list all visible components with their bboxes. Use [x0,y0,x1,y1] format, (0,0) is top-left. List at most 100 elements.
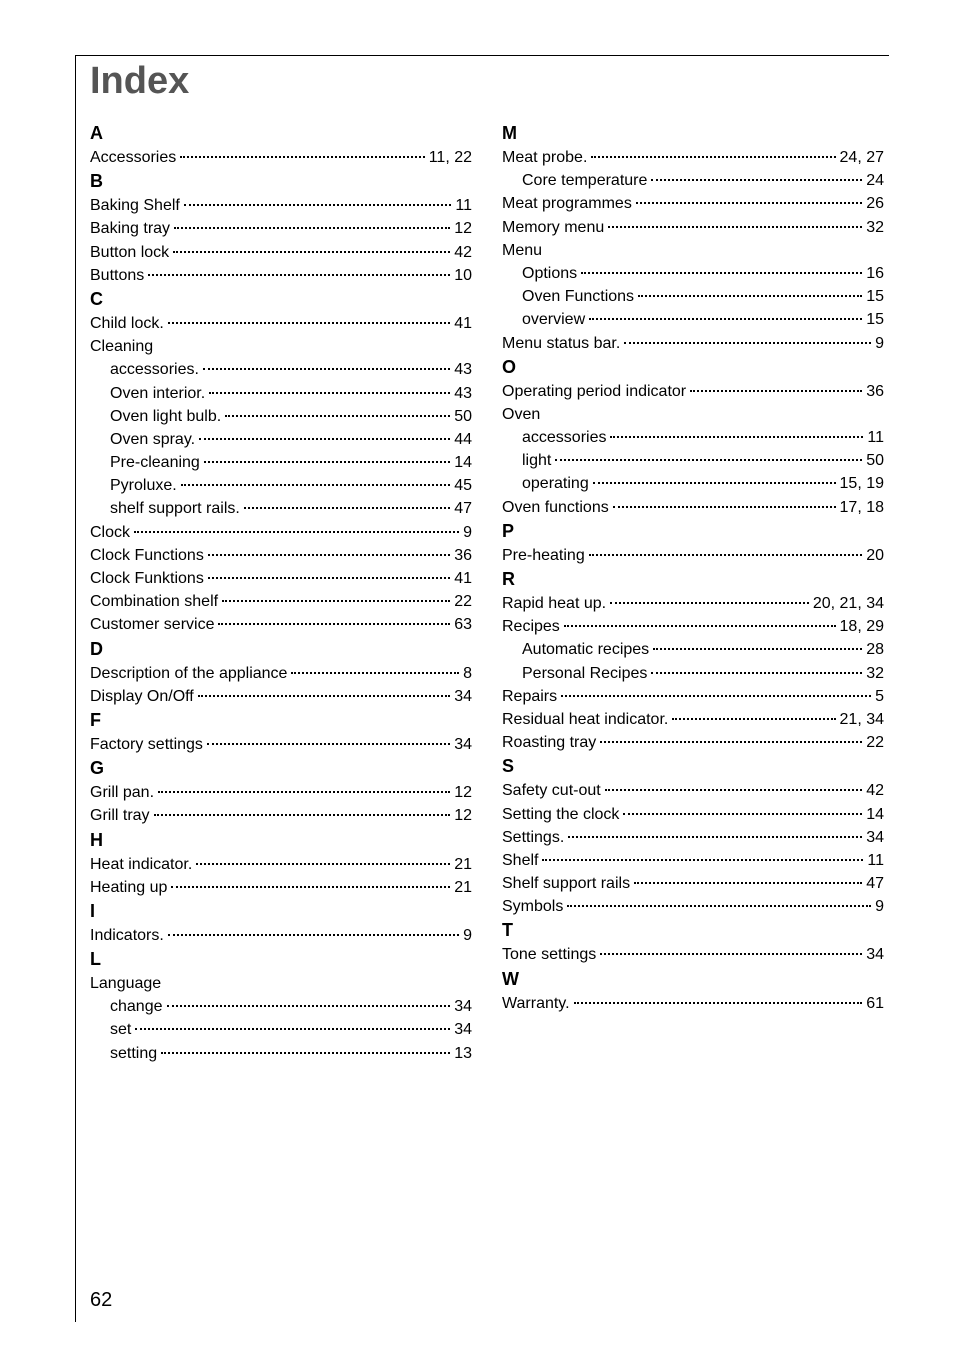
entry-dots [174,227,450,229]
entry-dots [198,695,450,697]
top-border-rule [75,55,889,56]
entry-label: Residual heat indicator. [502,708,668,731]
entry-dots [605,789,862,791]
section-letter: B [90,171,472,192]
index-entry: Buttons 10 [90,264,472,287]
entry-page: 8 [463,662,472,685]
entry-dots [555,459,862,461]
entry-label: Safety cut-out [502,779,601,802]
entry-page: 34 [454,995,472,1018]
index-entry: Description of the appliance 8 [90,662,472,685]
left-border-rule [75,55,76,1322]
entry-label: set [110,1018,131,1041]
entry-page: 11 [867,849,884,872]
entry-dots [568,836,862,838]
entry-label: Oven light bulb. [110,405,221,428]
entry-dots [591,156,835,158]
entry-dots [171,886,450,888]
index-entry: Indicators. 9 [90,924,472,947]
entry-dots [291,672,459,674]
entry-label: Buttons [90,264,144,287]
entry-dots [561,695,871,697]
index-entry: Factory settings 34 [90,733,472,756]
entry-page: 22 [454,590,472,613]
index-entry: accessories. 43 [90,358,472,381]
entry-dots [208,577,450,579]
entry-dots [207,743,450,745]
entry-dots [567,905,871,907]
entry-page: 10 [454,264,472,287]
entry-dots [672,718,835,720]
entry-page: 34 [454,733,472,756]
entry-page: 50 [454,405,472,428]
entry-label: setting [110,1042,157,1065]
entry-page: 34 [866,826,884,849]
entry-label: Child lock. [90,312,164,335]
index-entry: Automatic recipes 28 [502,638,884,661]
entry-dots [613,506,836,508]
index-entry: Roasting tray 22 [502,731,884,754]
entry-page: 9 [463,924,472,947]
entry-page: 36 [866,380,884,403]
entry-page: 21 [454,853,472,876]
entry-page: 21 [454,876,472,899]
entry-label: accessories [522,426,606,449]
index-entry: overview 15 [502,308,884,331]
entry-page: 42 [866,779,884,802]
entry-label: Roasting tray [502,731,596,754]
entry-label: Accessories [90,146,176,169]
index-entry: Meat probe. 24, 27 [502,146,884,169]
entry-label: Tone settings [502,943,596,966]
page-title: Index [90,60,884,103]
index-columns: AAccessories 11, 22BBaking Shelf 11Bakin… [90,121,884,1065]
index-entry: Grill tray 12 [90,804,472,827]
entry-dots [634,882,862,884]
index-entry: Warranty. 61 [502,992,884,1015]
index-entry: Accessories 11, 22 [90,146,472,169]
entry-label: Grill pan. [90,781,154,804]
entry-page: 47 [866,872,884,895]
entry-dots [135,1028,450,1030]
entry-page: 12 [454,781,472,804]
entry-page: 43 [454,382,472,405]
index-entry: Pyroluxe. 45 [90,474,472,497]
index-entry: Shelf 11 [502,849,884,872]
entry-page: 14 [454,451,472,474]
index-entry: Memory menu 32 [502,216,884,239]
entry-page: 18, 29 [840,615,884,638]
entry-label: Operating period indicator [502,380,686,403]
index-entry: Customer service 63 [90,613,472,636]
index-heading: Menu [502,239,884,262]
entry-label: Factory settings [90,733,203,756]
entry-label: Oven functions [502,496,609,519]
entry-page: 15 [866,285,884,308]
index-entry: Settings. 34 [502,826,884,849]
index-entry: Child lock. 41 [90,312,472,335]
entry-page: 50 [866,449,884,472]
index-entry: operating 15, 19 [502,472,884,495]
entry-page: 16 [866,262,884,285]
index-entry: Display On/Off 34 [90,685,472,708]
entry-dots [610,436,863,438]
index-entry: Clock Funktions 41 [90,567,472,590]
entry-dots [204,461,450,463]
entry-page: 43 [454,358,472,381]
entry-label: overview [522,308,585,331]
section-letter: M [502,123,884,144]
entry-page: 13 [454,1042,472,1065]
entry-dots [225,415,450,417]
entry-dots [574,1002,863,1004]
entry-label: Settings. [502,826,564,849]
entry-dots [199,438,450,440]
entry-label: Setting the clock [502,803,619,826]
entry-label: Oven spray. [110,428,195,451]
index-entry: Oven Functions 15 [502,285,884,308]
entry-label: Pre-cleaning [110,451,200,474]
entry-page: 5 [875,685,884,708]
entry-label: Warranty. [502,992,570,1015]
entry-dots [167,1005,451,1007]
entry-dots [203,368,450,370]
entry-label: Core temperature [522,169,647,192]
section-letter: L [90,949,472,970]
section-letter: A [90,123,472,144]
